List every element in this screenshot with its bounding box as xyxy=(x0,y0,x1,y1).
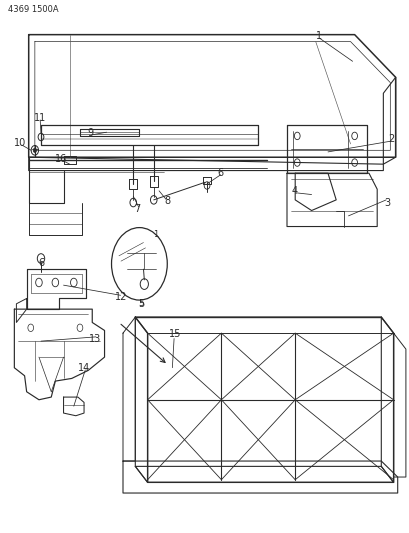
Text: 8: 8 xyxy=(164,196,170,206)
Text: 5: 5 xyxy=(138,300,144,308)
Text: 9: 9 xyxy=(87,128,93,138)
Text: 4369 1500A: 4369 1500A xyxy=(8,5,58,14)
Text: 2: 2 xyxy=(387,134,393,143)
Text: 16: 16 xyxy=(55,154,67,164)
Text: 14: 14 xyxy=(77,363,90,373)
Text: 11: 11 xyxy=(34,113,46,123)
Text: 1: 1 xyxy=(153,230,158,239)
Text: 3: 3 xyxy=(383,198,389,207)
Text: 1: 1 xyxy=(315,31,321,41)
Text: 10: 10 xyxy=(13,138,26,148)
Text: 6: 6 xyxy=(217,168,223,177)
Text: 6: 6 xyxy=(38,258,44,268)
Text: 7: 7 xyxy=(134,204,140,214)
Text: 12: 12 xyxy=(115,293,127,302)
Circle shape xyxy=(33,148,36,152)
Text: 5: 5 xyxy=(138,299,144,309)
Text: 13: 13 xyxy=(89,334,101,344)
Text: 4: 4 xyxy=(291,186,297,196)
Text: 15: 15 xyxy=(169,329,181,338)
